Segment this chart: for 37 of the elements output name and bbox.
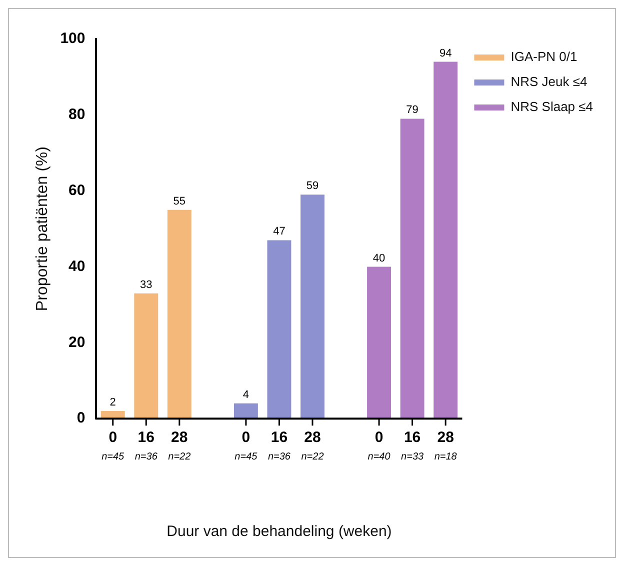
data-label: 40 bbox=[372, 252, 386, 264]
data-label: 4 bbox=[242, 388, 250, 401]
legend-label: IGA-PN 0/1 bbox=[510, 49, 578, 64]
bar bbox=[367, 266, 392, 419]
data-label: 55 bbox=[173, 195, 186, 208]
x-tick-label: 28 n=22 bbox=[301, 429, 324, 462]
y-axis-title: Proportie patiënten (%) bbox=[34, 146, 52, 312]
x-tick-label: 0 n=45 bbox=[102, 429, 125, 462]
bar bbox=[234, 403, 258, 419]
data-label: 94 bbox=[439, 47, 452, 60]
bar bbox=[267, 240, 292, 419]
y-tick-label: 20 bbox=[68, 334, 86, 351]
x-tick-label: 0 n=40 bbox=[368, 429, 391, 462]
legend-label: NRS Slaap ≤4 bbox=[510, 99, 594, 114]
x-tick-label: 16 n=36 bbox=[134, 429, 158, 462]
bar bbox=[434, 62, 458, 419]
x-tick-label: 16 n=33 bbox=[401, 429, 424, 462]
x-tick-label: 28 n=18 bbox=[434, 429, 458, 462]
bar bbox=[167, 210, 192, 419]
x-tick-label: 0 n=45 bbox=[234, 429, 258, 462]
data-label: 2 bbox=[110, 396, 116, 409]
data-label: 47 bbox=[273, 226, 286, 238]
y-tick-label: 0 bbox=[76, 410, 86, 427]
x-tick-label: 16 n=36 bbox=[268, 429, 291, 462]
bar bbox=[134, 293, 158, 419]
x-tick-label: 28 n=22 bbox=[168, 429, 192, 462]
data-label: 59 bbox=[306, 180, 319, 192]
data-label: 79 bbox=[406, 104, 418, 116]
x-axis-title: Duur van de behandeling (weken) bbox=[166, 523, 392, 540]
y-tick-label: 100 bbox=[60, 30, 86, 48]
y-tick-label: 40 bbox=[68, 258, 86, 275]
bar bbox=[400, 118, 424, 419]
y-tick-label: 60 bbox=[68, 182, 86, 199]
y-tick-label: 80 bbox=[68, 106, 86, 124]
legend-label: NRS Jeuk ≤4 bbox=[510, 74, 588, 90]
data-label: 33 bbox=[140, 278, 152, 291]
bar bbox=[300, 194, 324, 419]
